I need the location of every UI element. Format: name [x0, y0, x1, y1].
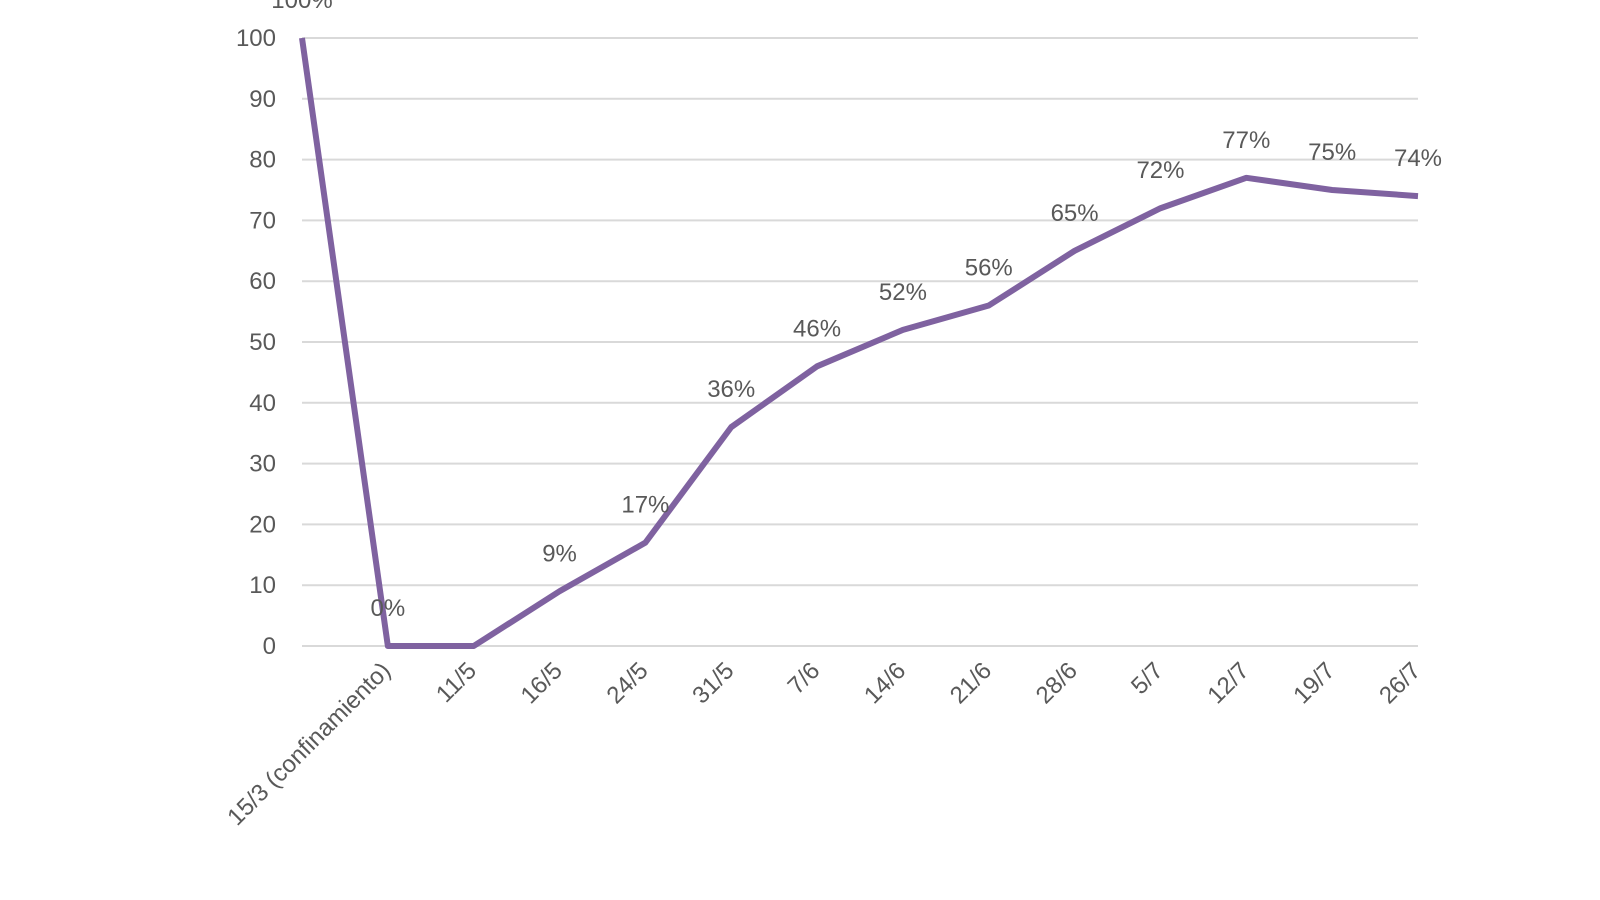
x-tick-label: 26/7 [1374, 657, 1426, 709]
y-tick-label: 30 [249, 451, 276, 478]
x-tick-label: 12/7 [1202, 657, 1254, 709]
data-label: 52% [879, 279, 927, 306]
y-tick-label: 40 [249, 390, 276, 417]
data-label: 17% [621, 492, 669, 519]
x-tick-label: 7/6 [783, 657, 826, 700]
y-tick-label: 80 [249, 147, 276, 174]
data-label: 56% [965, 255, 1013, 282]
data-label: 46% [793, 315, 841, 342]
x-tick-label: 16/5 [516, 657, 568, 709]
y-tick-label: 10 [249, 572, 276, 599]
data-label: 75% [1308, 139, 1356, 166]
data-label: 77% [1222, 127, 1270, 154]
y-tick-label: 90 [249, 86, 276, 113]
series-line-group [299, 37, 1419, 649]
y-tick-label: 50 [249, 329, 276, 356]
x-tick-label: 15/3 (confinamiento) [222, 657, 396, 831]
y-axis-tick-labels: 0 10 20 30 40 50 60 70 80 90 100 [236, 25, 276, 660]
gridlines [302, 37, 1418, 647]
data-label: 36% [707, 376, 755, 403]
y-tick-label: 20 [249, 511, 276, 538]
data-label: 74% [1394, 145, 1442, 172]
data-label: 65% [1051, 200, 1099, 227]
x-axis-tick-labels: 15/3 (confinamiento) 11/5 16/5 24/5 31/5 7/6 1… [222, 657, 1426, 831]
data-label: 9% [542, 540, 577, 567]
data-labels: 100% 0% 9% 17% 36% 46% 52% 56% 65% 72% 77% 75% 74% [271, 0, 1442, 622]
x-tick-label: 24/5 [602, 657, 654, 709]
data-label: 72% [1136, 157, 1184, 184]
x-tick-label: 11/5 [431, 657, 482, 708]
y-tick-label: 0 [263, 633, 276, 660]
x-tick-label: 31/5 [687, 657, 739, 709]
x-tick-label: 5/7 [1126, 657, 1169, 700]
data-label: 0% [371, 595, 406, 622]
x-tick-label: 21/6 [945, 657, 997, 709]
y-tick-label: 100 [236, 25, 276, 52]
series-line [299, 37, 1419, 649]
data-label: 100% [271, 0, 332, 14]
x-tick-label: 14/6 [859, 657, 911, 709]
y-tick-label: 70 [249, 207, 276, 234]
x-tick-label: 28/6 [1031, 657, 1083, 709]
y-tick-label: 60 [249, 268, 276, 295]
x-tick-label: 19/7 [1288, 657, 1340, 709]
